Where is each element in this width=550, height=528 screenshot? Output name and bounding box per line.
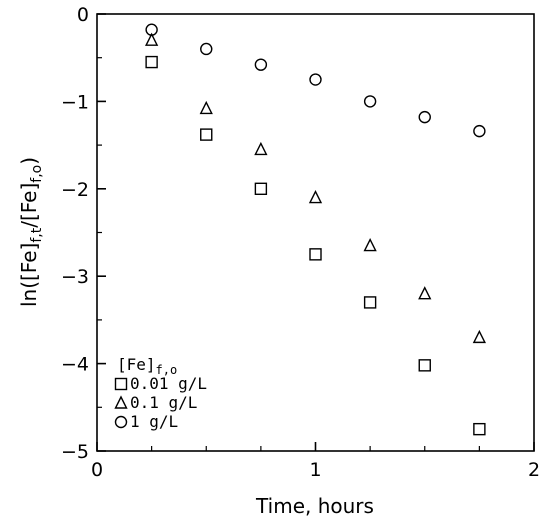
legend-title-main: [Fe] (117, 355, 156, 374)
data-point-square (418, 359, 431, 372)
series-triangle (144, 32, 487, 344)
data-point-triangle (254, 141, 268, 156)
data-point-circle (363, 95, 377, 108)
legend-label: 0.1 g/L (130, 393, 197, 412)
legend-marker-triangle (114, 395, 128, 409)
y-axis-ticks: 0 −1 −2 −3 −4 −5 (61, 4, 106, 463)
data-point-square (309, 248, 322, 261)
x-tick-label: 0 (91, 459, 103, 481)
y-axis-title-sub2: f,o (29, 165, 45, 183)
x-axis-ticks: 0 1 2 (91, 442, 540, 481)
y-tick-label: −3 (61, 266, 89, 288)
data-point-square (363, 296, 377, 309)
x-tick-label: 2 (528, 459, 540, 481)
legend-marker-square (114, 377, 128, 391)
legend-label: 1 g/L (130, 412, 178, 431)
y-axis-title-prefix: ln([Fe] (17, 243, 41, 307)
data-point-circle (309, 73, 322, 86)
series-square (145, 55, 486, 436)
y-tick-label: −2 (61, 179, 89, 201)
data-point-square (473, 422, 486, 436)
legend: [Fe]f,o 0.01 g/L0.1 g/L1 g/L (114, 355, 207, 431)
data-point-square (145, 55, 158, 69)
legend-title: [Fe]f,o (117, 355, 177, 377)
y-axis-title-sub1: f,t (29, 227, 45, 242)
legend-label: 0.01 g/L (130, 374, 207, 393)
y-tick-label: −4 (61, 354, 89, 376)
y-axis-title-mid: /[Fe] (17, 183, 41, 228)
data-point-circle (254, 58, 268, 71)
data-point-triangle (308, 189, 323, 204)
y-tick-label: −5 (61, 441, 89, 463)
data-point-square (254, 182, 268, 196)
data-point-circle (145, 23, 158, 36)
data-point-circle (418, 110, 431, 124)
data-point-triangle (199, 100, 213, 115)
data-point-circle (200, 42, 213, 56)
x-tick-label: 1 (309, 459, 321, 481)
data-point-square (200, 128, 213, 141)
data-point-triangle (144, 32, 159, 46)
data-point-triangle (363, 238, 377, 252)
legend-marker-circle (114, 415, 128, 429)
y-axis-title: ln([Fe]f,t/[Fe]f,o) (17, 157, 45, 307)
data-markers (144, 23, 487, 436)
series-circle (145, 23, 486, 138)
x-axis-title: Time, hours (255, 494, 374, 518)
data-point-triangle (472, 329, 487, 344)
data-point-circle (473, 124, 486, 138)
data-point-triangle (418, 286, 432, 300)
legend-title-sub: f,o (156, 363, 178, 377)
y-tick-label: −1 (61, 91, 89, 113)
y-axis-title-suffix: ) (17, 157, 41, 165)
y-tick-label: 0 (77, 4, 89, 26)
